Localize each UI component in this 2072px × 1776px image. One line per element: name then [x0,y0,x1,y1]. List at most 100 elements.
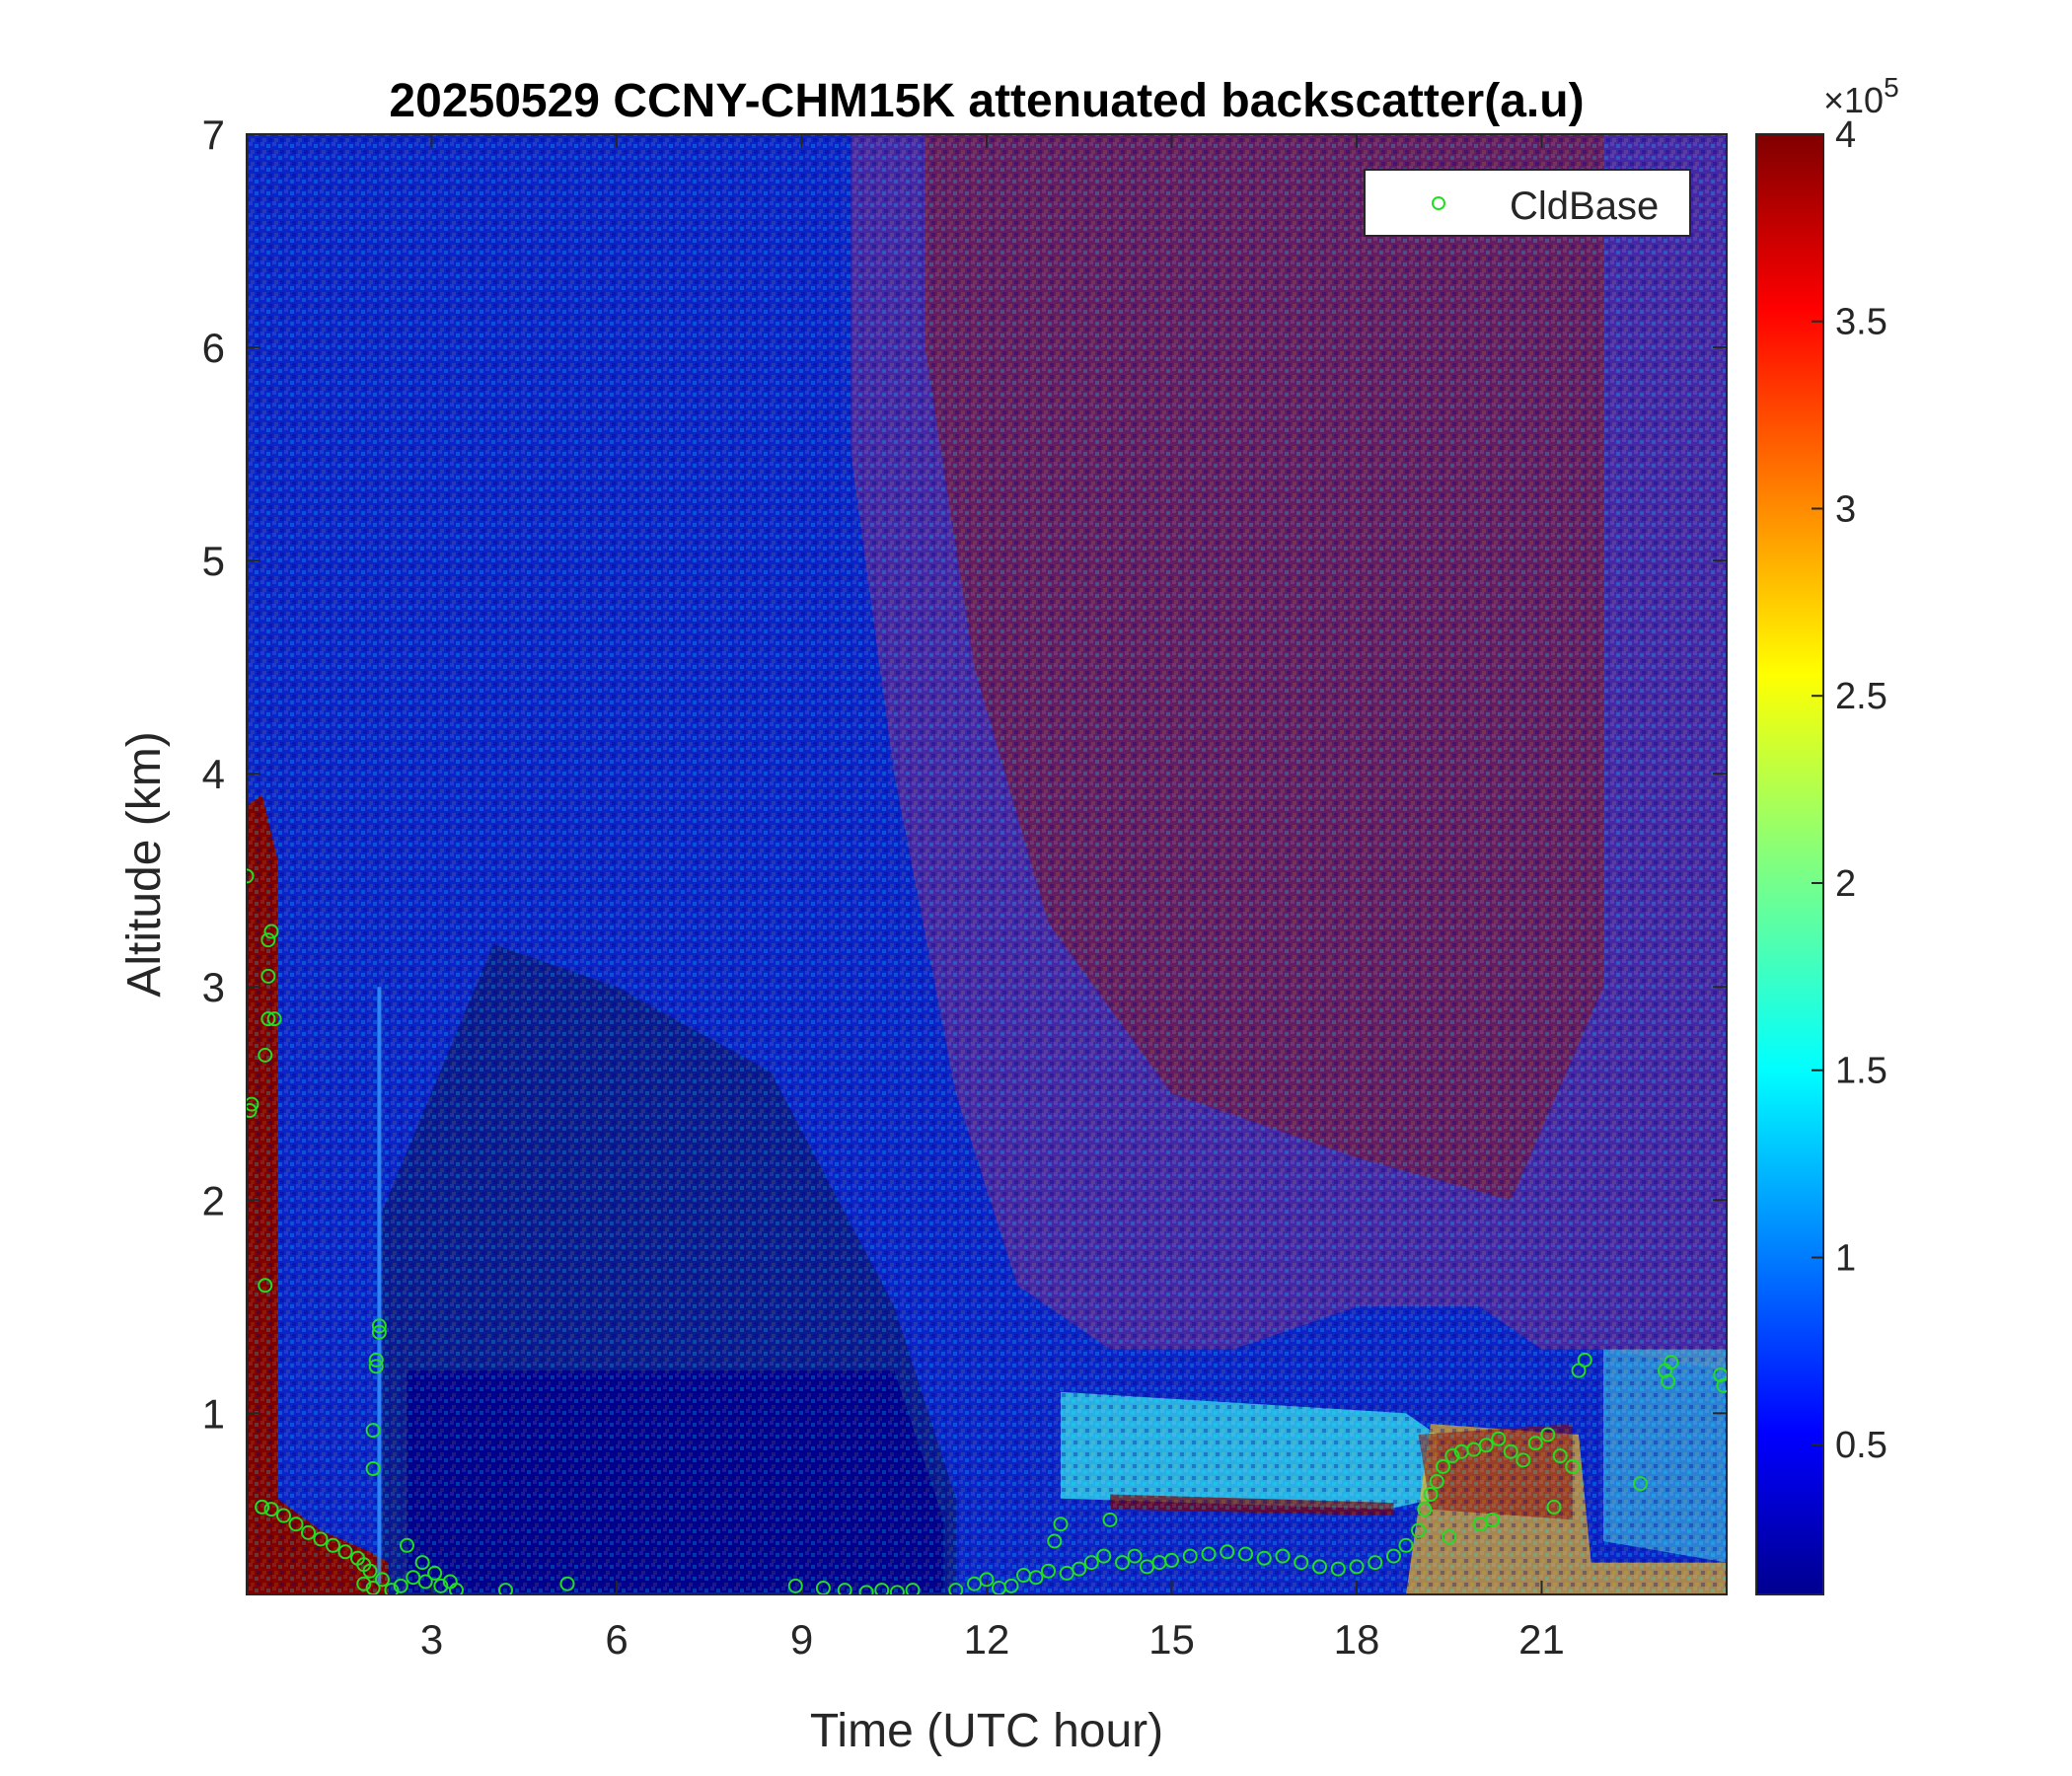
x-axis-ticks: 3 6 9 12 15 18 21 [420,134,1565,1663]
x-tick-label: 3 [420,1616,443,1663]
cloud-base-point [1444,1448,1460,1464]
legend: CldBase [1364,169,1691,237]
cloud-base-point [362,1563,378,1579]
cloud-base-point [276,1508,291,1523]
y-tick-label: 7 [202,111,225,158]
legend-entry-cldbase: CldBase [1510,185,1659,228]
cloud-base-point [1127,1548,1143,1564]
cloud-base-point [1571,1363,1587,1378]
cloud-base-series [247,868,1727,1594]
cloud-base-point [356,1576,372,1591]
colorbar-tick-label: 2.5 [1835,676,1887,717]
colorbar-exponent: ×105 [1823,72,1899,120]
cloud-base-point [1368,1555,1383,1571]
y-tick-label: 4 [202,751,225,797]
cloud-base-point [837,1583,852,1594]
cloud-base-point [1330,1561,1346,1577]
cloud-base-point [1053,1517,1069,1532]
cloud-base-point [384,1583,400,1594]
cloud-base-point [1478,1438,1494,1453]
colorbar-gradient [1755,133,1824,1595]
cloud-base-point [874,1583,890,1594]
cloud-base-point [1417,1502,1433,1517]
cloud-base-point [1096,1548,1112,1564]
cloud-base-point [266,1011,282,1027]
cloud-base-point [260,1011,276,1027]
cloud-base-point [1047,1533,1063,1549]
cloud-base-point [1565,1458,1581,1474]
legend-box [1364,169,1691,237]
colorbar-tick-label: 3.5 [1835,302,1887,343]
cloud-base-point [1220,1544,1235,1560]
y-axis-label: Altitude (km) [118,731,171,997]
cloud-base-point [1201,1546,1217,1562]
x-tick-label: 15 [1148,1616,1195,1663]
cloud-base-point [449,1583,464,1594]
cloud-base-point [393,1578,408,1593]
y-tick-label: 3 [202,964,225,1010]
backscatter-field [247,134,1727,1594]
cloud-base-point [1546,1499,1562,1515]
cloud-base-point [1312,1559,1327,1575]
cloud-base-point [1423,1486,1439,1502]
cloud-base-point [258,1278,273,1294]
y-tick-label: 5 [202,538,225,584]
cloud-base-point [1386,1548,1401,1564]
cloud-base-point [1083,1555,1099,1571]
cloud-base-point [247,1096,259,1112]
cloud-base-point [365,1581,381,1594]
cloud-base-point [365,1461,381,1477]
legend-marker-icon [1432,196,1445,210]
cloud-base-point [559,1576,575,1591]
colorbar-tick-label: 2 [1835,863,1856,905]
cloud-base-point [1238,1546,1253,1562]
cloud-base-point [368,1359,384,1374]
cloud-base-point [1713,1367,1727,1382]
cloud-base-point [371,1324,387,1340]
cloud-base-point [1294,1555,1309,1571]
field-noise [247,134,1727,1594]
cloud-base-point [371,1318,387,1334]
cloud-base-point [326,1537,340,1553]
cloud-base-point [1485,1512,1500,1527]
cloud-base-point [1102,1512,1118,1527]
cloud-base-point [1664,1354,1679,1369]
cloud-base-point [979,1572,995,1588]
cloud-base-point [368,1352,384,1368]
colorbar-tick-label: 0.5 [1835,1425,1887,1466]
cloud-base-point [1275,1548,1291,1564]
cloud-base-point [433,1578,449,1593]
cloud-base-point [1552,1448,1568,1464]
cloud-base-point [1633,1476,1648,1492]
cloud-base-point [498,1583,513,1594]
chart-title: 20250529 CCNY-CHM15K attenuated backscat… [389,75,1584,127]
y-tick-label: 2 [202,1177,225,1223]
cloud-base-point [1436,1458,1450,1474]
cloud-base-point [1503,1443,1518,1459]
cloud-base-point [1398,1537,1414,1553]
colorbar-tick-label: 4 [1835,114,1856,156]
cloud-base-point [1349,1559,1365,1575]
x-tick-label: 18 [1334,1616,1380,1663]
cloud-base-point [247,868,255,884]
cloud-base-point [263,924,279,939]
cloud-base-point [858,1585,874,1594]
cloud-base-point [1003,1578,1019,1593]
cloud-base-point [417,1574,433,1590]
cloud-base-point [1182,1548,1198,1564]
cloud-base-point [787,1578,803,1593]
colorbar-tick-label: 1.5 [1835,1051,1887,1092]
cloud-base-point [288,1517,304,1532]
cloud-base-point [375,1572,390,1588]
y-tick-label: 1 [202,1390,225,1437]
cloud-base-point [1716,1377,1727,1393]
cloud-base-point [1072,1561,1087,1577]
cloud-base-point [1429,1473,1444,1489]
cloud-base-point [1028,1570,1044,1586]
cloud-base-point [1527,1436,1543,1451]
cloud-base-point [260,968,276,984]
y-tick-label: 6 [202,325,225,371]
cloud-base-point [365,1423,381,1439]
cloud-base-point [1164,1552,1179,1568]
